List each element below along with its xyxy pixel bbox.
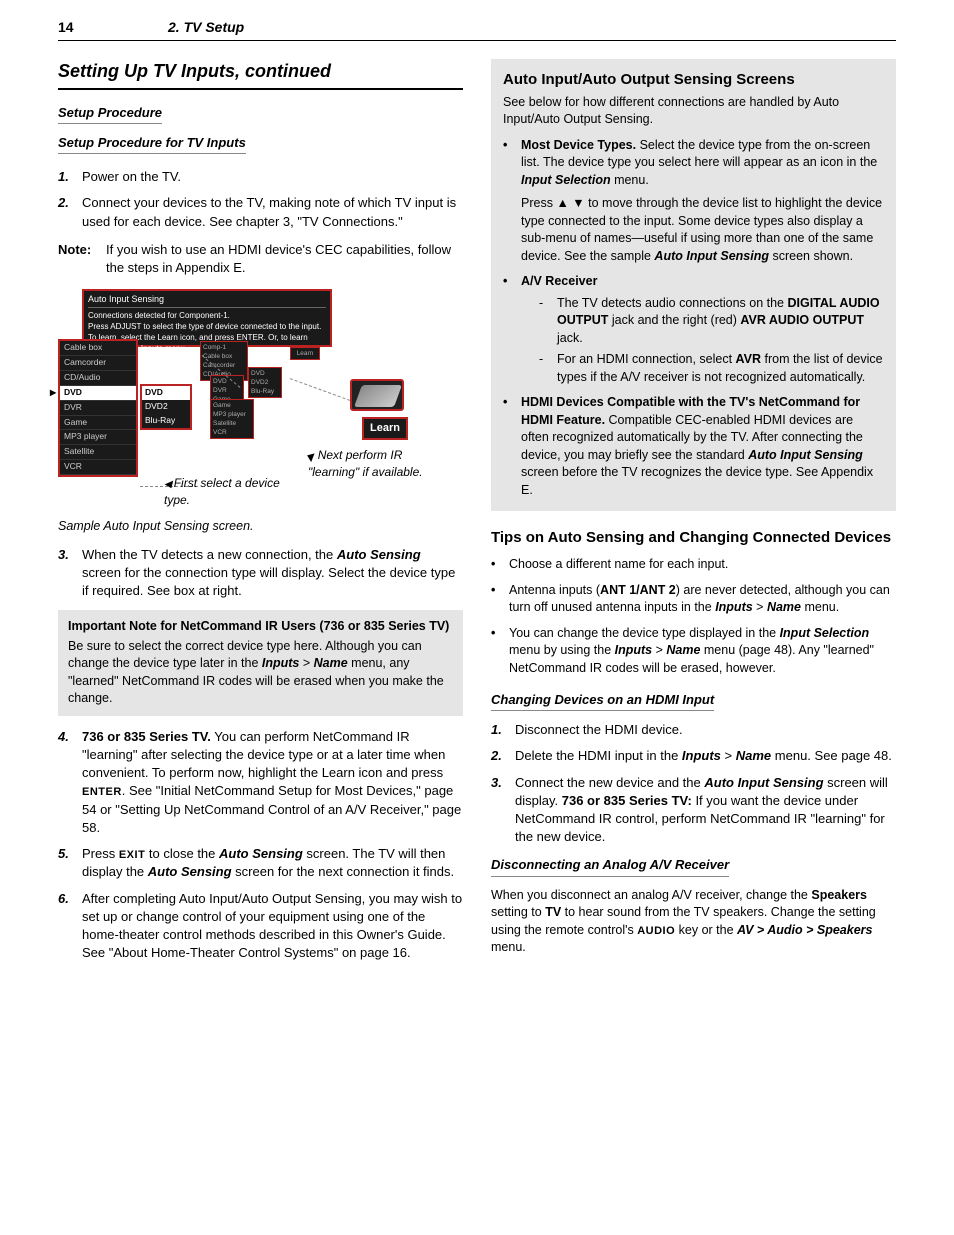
important-note-title: Important Note for NetCommand IR Users (… <box>68 618 453 636</box>
step-3: 3. When the TV detects a new connection,… <box>58 546 463 601</box>
auto-sensing-screens-block: Auto Input/Auto Output Sensing Screens S… <box>491 59 896 512</box>
step-5: 5. Press EXIT to close the Auto Sensing … <box>58 845 463 882</box>
block1-intro: See below for how different connections … <box>503 94 884 129</box>
hdmi-step-2: 2.Delete the HDMI input in the Inputs > … <box>491 747 896 765</box>
two-column-layout: Setting Up TV Inputs, continued Setup Pr… <box>58 59 896 973</box>
tips-title: Tips on Auto Sensing and Changing Connec… <box>491 527 896 548</box>
disconnect-analog-heading: Disconnecting an Analog A/V Receiver <box>491 856 729 876</box>
step-6: 6. After completing Auto Input/Auto Outp… <box>58 890 463 963</box>
tip-2: Antenna inputs (ANT 1/ANT 2) are never d… <box>491 582 896 617</box>
auto-input-sensing-figure: Auto Input Sensing Connections detected … <box>58 289 463 536</box>
tip-1: Choose a different name for each input. <box>491 556 896 574</box>
learn-button-large: Learn <box>362 417 408 440</box>
setup-procedure-heading: Setup Procedure <box>58 104 162 124</box>
note-label: Note: <box>58 241 106 277</box>
page-number: 14 <box>58 18 168 38</box>
note-body: If you wish to use an HDMI device's CEC … <box>106 241 463 277</box>
hdmi-step-3: 3.Connect the new device and the Auto In… <box>491 774 896 847</box>
steps-list-top: 1.Power on the TV. 2.Connect your device… <box>58 168 463 231</box>
steps-list-bottom: 3. When the TV detects a new connection,… <box>58 546 463 601</box>
step-1: 1.Power on the TV. <box>58 168 463 186</box>
hdmi-steps: 1.Disconnect the HDMI device. 2.Delete t… <box>491 721 896 846</box>
connector-3 <box>290 378 350 401</box>
scr-mini-4: GameMP3 playerSatelliteVCR <box>210 399 254 439</box>
scr-mini-learn: Learn <box>290 347 320 360</box>
chapter-title: 2. TV Setup <box>168 18 244 38</box>
scr-subname-list: DVD DVD2 Blu-Ray <box>140 384 192 430</box>
bullet-av-receiver: A/V Receiver The TV detects audio connec… <box>503 273 884 386</box>
remote-icon <box>350 379 404 411</box>
section-title: Setting Up TV Inputs, continued <box>58 59 463 90</box>
note: Note: If you wish to use an HDMI device'… <box>58 241 463 277</box>
step-4: 4. 736 or 835 Series TV. You can perform… <box>58 728 463 837</box>
hdmi-step-1: 1.Disconnect the HDMI device. <box>491 721 896 739</box>
scr-banner-title: Auto Input Sensing <box>88 293 326 308</box>
block1-title: Auto Input/Auto Output Sensing Screens <box>503 69 884 90</box>
block1-bullets: Most Device Types. Select the device typ… <box>503 137 884 500</box>
right-column: Auto Input/Auto Output Sensing Screens S… <box>491 59 896 973</box>
screenshot-frame: Auto Input Sensing Connections detected … <box>58 289 438 514</box>
scr-banner-line2: Press ADJUST to select the type of devic… <box>88 321 326 332</box>
setup-procedure-inputs-heading: Setup Procedure for TV Inputs <box>58 134 246 154</box>
av-receiver-sublist: The TV detects audio connections on the … <box>521 295 884 387</box>
changing-hdmi-heading: Changing Devices on an HDMI Input <box>491 691 714 711</box>
important-note-box: Important Note for NetCommand IR Users (… <box>58 610 463 716</box>
left-column: Setting Up TV Inputs, continued Setup Pr… <box>58 59 463 973</box>
scr-device-type-list: Cable box Camcorder CD/Audio DVD DVR Gam… <box>58 339 138 477</box>
callout-learn: Next perform IR "learning" if available. <box>308 447 438 481</box>
tips-bullets: Choose a different name for each input. … <box>491 556 896 677</box>
tip-3: You can change the device type displayed… <box>491 625 896 678</box>
page-header: 14 2. TV Setup <box>58 18 896 41</box>
step-2: 2.Connect your devices to the TV, making… <box>58 194 463 230</box>
scr-banner-line1: Connections detected for Component-1. <box>88 310 326 321</box>
disconnect-analog-body: When you disconnect an analog A/V receiv… <box>491 887 896 957</box>
steps-list-456: 4. 736 or 835 Series TV. You can perform… <box>58 728 463 963</box>
bullet-hdmi-netcommand: HDMI Devices Compatible with the TV's Ne… <box>503 394 884 499</box>
scr-mini-3: DVDDVD2Blu-Ray <box>248 367 282 398</box>
callout-device-type: First select a device type. <box>164 475 294 509</box>
figure-caption: Sample Auto Input Sensing screen. <box>58 518 463 536</box>
bullet-most-devices: Most Device Types. Select the device typ… <box>503 137 884 266</box>
